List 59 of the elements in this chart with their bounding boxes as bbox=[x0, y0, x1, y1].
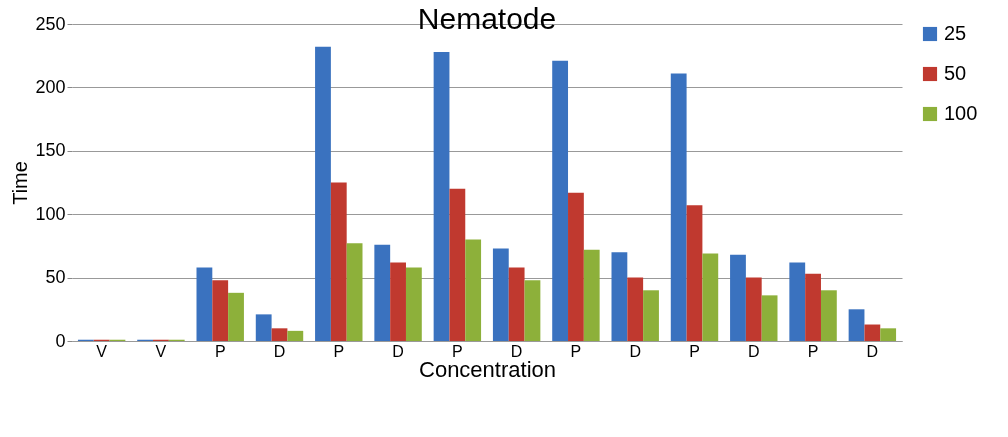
bar bbox=[390, 262, 406, 341]
y-axis-title: Time bbox=[9, 161, 32, 205]
bar bbox=[405, 267, 422, 341]
y-tick-label: 250 bbox=[35, 13, 66, 34]
y-tick-label: 200 bbox=[35, 76, 66, 97]
x-tick-label: P bbox=[214, 342, 226, 360]
bar bbox=[228, 292, 244, 341]
bar bbox=[864, 324, 881, 341]
bar bbox=[745, 277, 762, 341]
x-tick-label: D bbox=[748, 342, 760, 360]
bar bbox=[670, 73, 687, 341]
legend-label: 100 bbox=[944, 102, 978, 124]
bar bbox=[686, 205, 703, 341]
bar bbox=[330, 182, 347, 341]
bar bbox=[374, 244, 391, 341]
x-tick-label: P bbox=[570, 342, 582, 360]
y-tick-label: 50 bbox=[45, 267, 66, 288]
bar bbox=[508, 267, 525, 341]
y-tick-label: 0 bbox=[55, 330, 66, 351]
bar bbox=[627, 277, 644, 341]
y-tick-label: 150 bbox=[35, 140, 66, 161]
x-tick-label: D bbox=[273, 342, 286, 360]
bar bbox=[433, 51, 450, 341]
bar bbox=[643, 290, 659, 341]
bar bbox=[848, 309, 865, 341]
bar bbox=[583, 249, 600, 341]
x-tick-label: V bbox=[155, 342, 167, 360]
bar bbox=[255, 314, 272, 341]
legend-label: 50 bbox=[944, 62, 967, 84]
bar bbox=[492, 248, 509, 341]
bar bbox=[449, 188, 466, 341]
bar bbox=[805, 273, 821, 341]
bar bbox=[465, 239, 482, 341]
bar bbox=[315, 46, 331, 341]
bar bbox=[730, 254, 746, 341]
chart-title: Nematode bbox=[417, 2, 557, 35]
bar bbox=[611, 252, 628, 341]
bar bbox=[702, 253, 719, 341]
bar bbox=[212, 280, 229, 341]
bar bbox=[880, 328, 897, 341]
x-tick-label: P bbox=[333, 342, 345, 360]
bar bbox=[287, 330, 304, 341]
x-tick-label: D bbox=[866, 342, 879, 360]
bar bbox=[789, 262, 806, 341]
bar bbox=[552, 60, 569, 341]
x-tick-label: D bbox=[629, 342, 641, 360]
bar bbox=[524, 280, 541, 341]
bar bbox=[568, 192, 584, 341]
x-tick-label: P bbox=[807, 342, 819, 360]
y-tick-label: 100 bbox=[35, 203, 66, 224]
bar bbox=[271, 328, 288, 341]
bar bbox=[820, 290, 837, 341]
x-tick-label: P bbox=[689, 342, 700, 360]
bar bbox=[346, 243, 363, 341]
bar bbox=[761, 295, 778, 341]
x-tick-label: V bbox=[96, 342, 108, 360]
legend-label: 25 bbox=[944, 22, 967, 44]
bar bbox=[196, 267, 213, 341]
x-tick-label: D bbox=[392, 342, 404, 360]
